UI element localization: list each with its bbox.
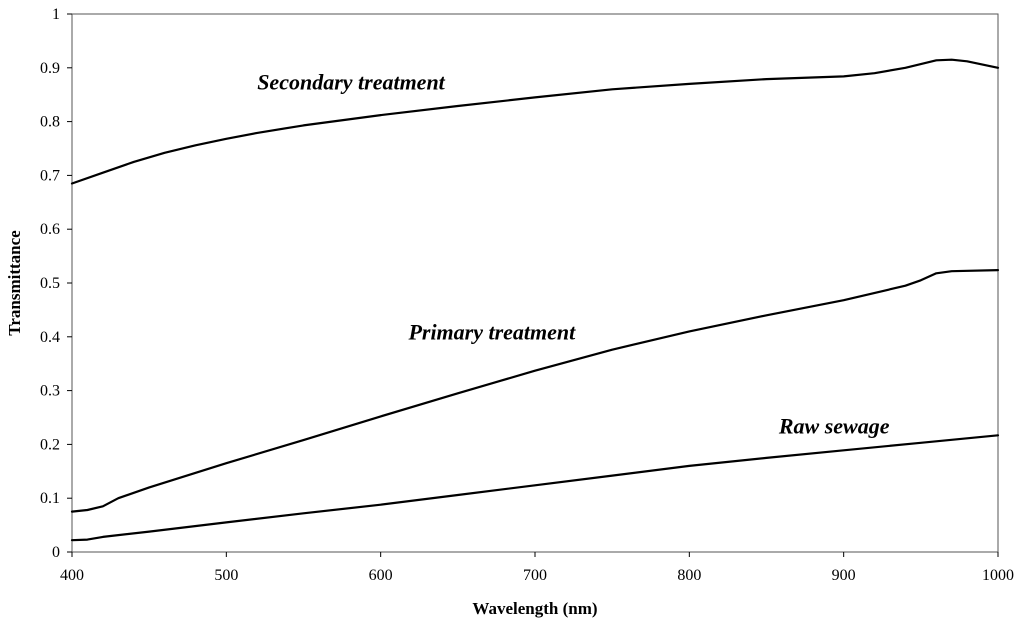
x-tick-label: 900 xyxy=(832,567,856,584)
series-line-raw-sewage xyxy=(70,434,1000,542)
x-axis-title: Wavelength (nm) xyxy=(472,599,597,618)
y-tick-label: 0 xyxy=(52,544,60,561)
annotation-primary-treatment: Primary treatment xyxy=(407,319,576,344)
annotation-secondary-treatment: Secondary treatment xyxy=(257,69,445,94)
annotation-raw-sewage: Raw sewage xyxy=(778,414,890,439)
x-tick-label: 500 xyxy=(214,567,238,584)
y-axis-title: Transmittance xyxy=(5,230,24,336)
y-tick-label: 1 xyxy=(52,6,60,23)
y-tick-label: 0.3 xyxy=(40,383,60,400)
y-tick-label: 0.4 xyxy=(40,329,60,346)
plot-frame xyxy=(71,13,999,553)
series-annotations: Secondary treatment Primary treatment Raw … xyxy=(257,69,889,438)
y-tick-label: 0.5 xyxy=(40,275,60,292)
x-tick-label: 700 xyxy=(523,567,547,584)
y-tick-label: 0.8 xyxy=(40,114,60,131)
x-axis: 400 500 600 700 800 900 1000 xyxy=(60,552,1014,584)
series-line-primary-treatment xyxy=(70,269,1000,513)
series-line-secondary-treatment xyxy=(70,58,1000,185)
x-tick-label: 800 xyxy=(677,567,701,584)
y-tick-label: 0.1 xyxy=(40,490,60,507)
series-lines xyxy=(70,58,1000,542)
x-tick-label: 400 xyxy=(60,567,84,584)
y-axis: 0 0.1 0.2 0.3 0.4 0.5 0.6 0.7 0.8 0.9 1 xyxy=(40,6,72,561)
x-tick-label: 1000 xyxy=(982,567,1014,584)
y-tick-label: 0.7 xyxy=(40,167,60,184)
x-tick-label: 600 xyxy=(369,567,393,584)
y-tick-label: 0.9 xyxy=(40,60,60,77)
y-tick-label: 0.2 xyxy=(40,436,60,453)
y-tick-label: 0.6 xyxy=(40,221,60,238)
